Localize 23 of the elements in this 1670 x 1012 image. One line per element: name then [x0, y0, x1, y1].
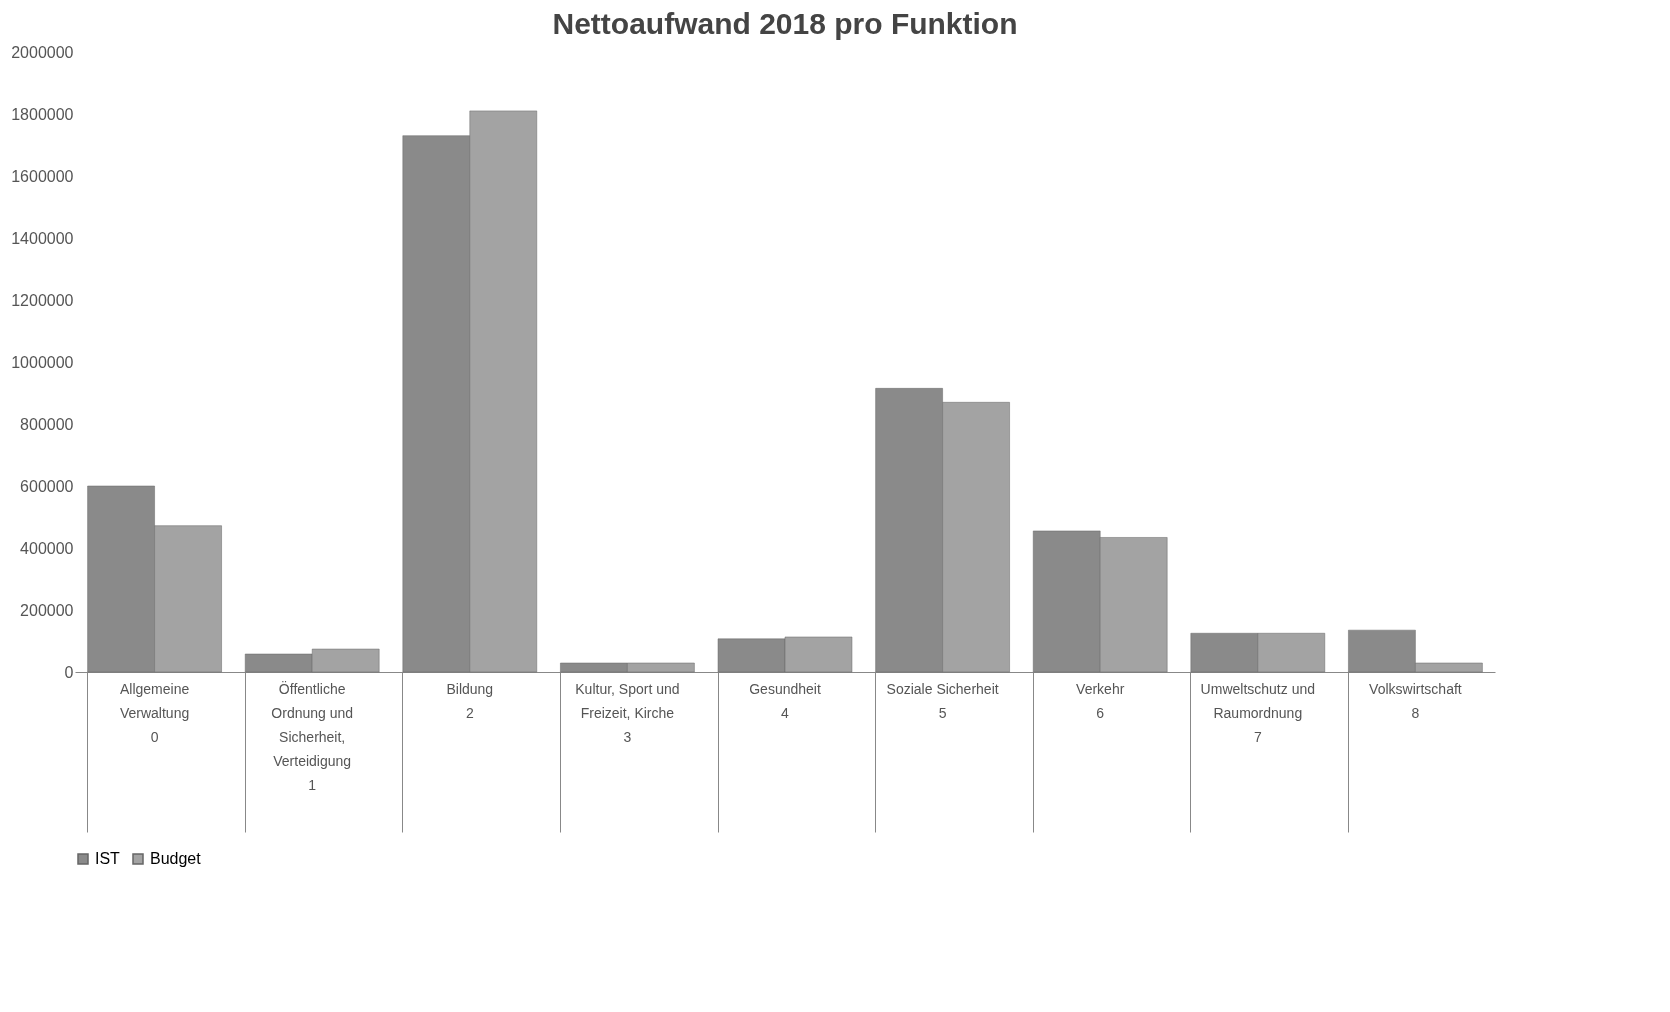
- y-tick-label: 1000000: [11, 353, 74, 371]
- legend-label: Budget: [150, 850, 202, 867]
- y-tick-label: 1400000: [11, 229, 74, 247]
- legend-label: IST: [95, 850, 121, 867]
- y-tick-label: 800000: [20, 415, 74, 433]
- y-tick-label: 1800000: [11, 105, 74, 123]
- y-tick-label: 0: [64, 663, 74, 681]
- y-tick-label: 2000000: [11, 43, 74, 61]
- y-tick-label: 1600000: [11, 167, 74, 185]
- x-tick-label: Kultur, Sport und Freizeit, Kirche 3: [575, 680, 680, 745]
- x-tick-label: Soziale Sicherheit 5: [886, 680, 999, 721]
- x-tick-label: Gesundheit 4: [749, 680, 821, 721]
- y-tick-label: 400000: [20, 539, 74, 557]
- x-tick-label: Bildung 2: [446, 680, 494, 721]
- chart-title: Nettoaufwand 2018 pro Funktion: [552, 7, 1018, 40]
- y-tick-label: 1200000: [11, 291, 74, 309]
- x-tick-label: Allgemeine Verwaltung 0: [119, 680, 190, 745]
- x-tick-label: Volkswirtschaft 8: [1369, 680, 1462, 721]
- y-tick-label: 600000: [20, 477, 74, 495]
- y-tick-label: 200000: [20, 601, 74, 619]
- x-tick-label: Verkehr 6: [1076, 680, 1125, 721]
- x-tick-label: Umweltschutz und Raumordnung 7: [1200, 680, 1315, 745]
- x-tick-label: Öffentliche Ordnung und Sicherheit, Verteidigung 1: [271, 679, 354, 793]
